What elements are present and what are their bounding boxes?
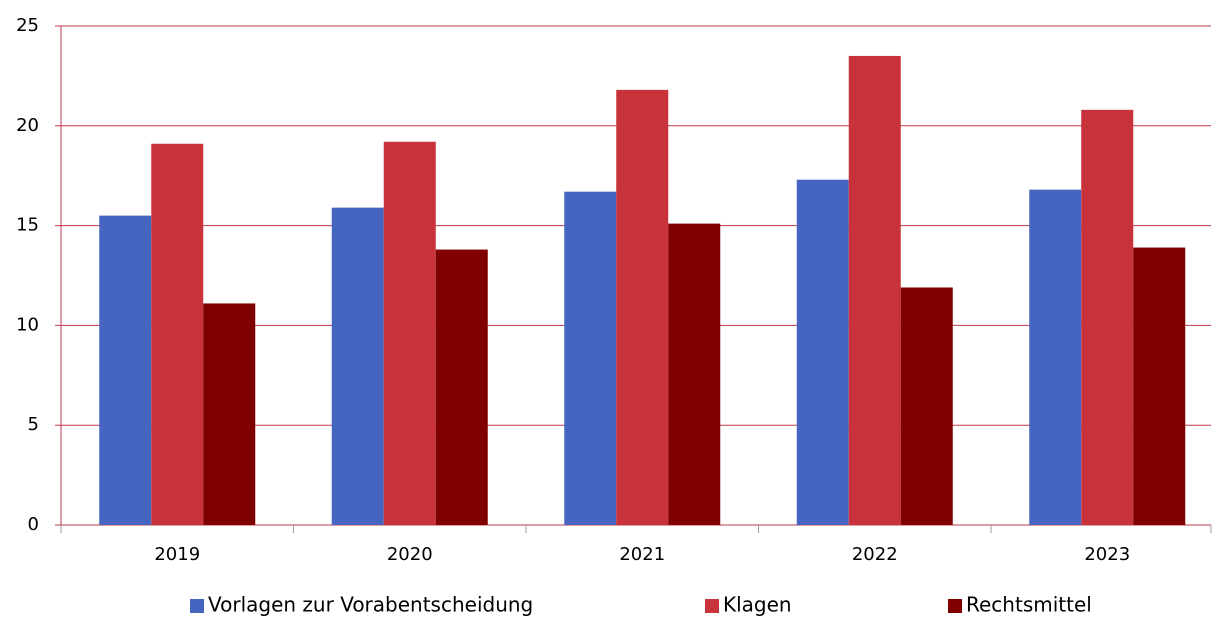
legend-swatch	[705, 599, 719, 613]
legend-label: Klagen	[723, 593, 792, 617]
bar	[564, 191, 617, 525]
y-tick-label: 0	[28, 514, 39, 535]
bar	[383, 141, 436, 525]
bar	[1029, 189, 1082, 525]
x-tick-label: 2023	[1084, 544, 1130, 565]
bar	[331, 207, 384, 526]
bar	[203, 303, 256, 525]
bar	[616, 89, 669, 525]
y-tick-label: 5	[28, 414, 39, 435]
legend-swatch	[190, 599, 204, 613]
x-tick-label: 2019	[154, 544, 200, 565]
bar	[848, 55, 901, 525]
x-tick-label: 2021	[619, 544, 665, 565]
bar	[1133, 247, 1186, 525]
bar	[435, 249, 488, 525]
legend-label: Vorlagen zur Vorabentscheidung	[208, 593, 533, 617]
legend-swatch	[948, 599, 962, 613]
bar	[1081, 109, 1134, 525]
bar	[668, 223, 721, 525]
legend-label: Rechtsmittel	[966, 593, 1092, 617]
bar	[900, 287, 953, 525]
x-tick-label: 2022	[852, 544, 898, 565]
y-tick-label: 15	[16, 215, 39, 236]
bar	[796, 179, 849, 525]
y-tick-label: 10	[16, 314, 39, 335]
x-tick-label: 2020	[387, 544, 433, 565]
y-tick-label: 25	[16, 15, 39, 36]
y-tick-label: 20	[16, 115, 39, 136]
bar	[99, 215, 152, 525]
bar	[151, 143, 204, 525]
